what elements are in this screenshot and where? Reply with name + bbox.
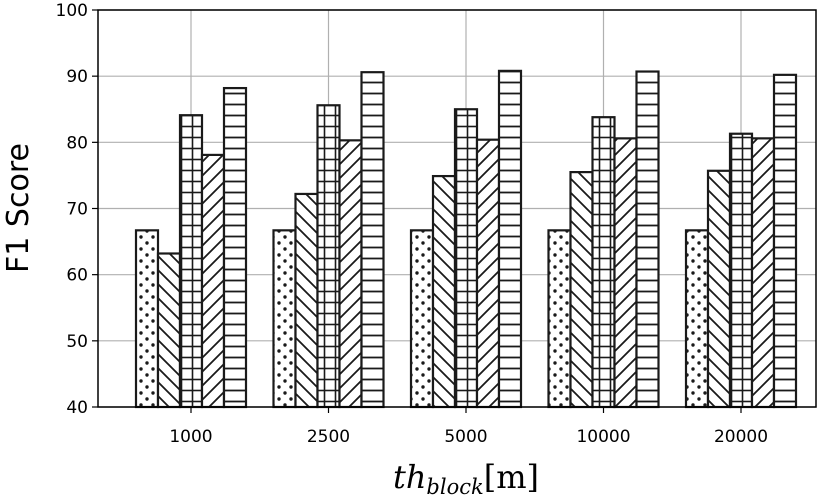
x-axis-label-main: th bbox=[393, 458, 426, 496]
bar-series-3-1000 bbox=[178, 114, 204, 409]
bar-series-3-2500 bbox=[316, 104, 341, 409]
x-axis: 1000 2500 5000 10000 20000 bbox=[169, 407, 768, 447]
y-tick-label: 100 bbox=[56, 1, 88, 21]
y-tick-label: 50 bbox=[66, 332, 88, 352]
y-tick-label: 40 bbox=[66, 398, 88, 418]
x-axis-label: thblock[m] bbox=[393, 458, 539, 498]
bar-series-4-1000 bbox=[200, 153, 226, 409]
bar-series-3-20000 bbox=[728, 132, 754, 409]
bar-series-2-5000 bbox=[431, 174, 457, 409]
y-tick-label: 70 bbox=[66, 200, 88, 220]
bar-series-4-10000 bbox=[613, 137, 638, 409]
bar-series-3-10000 bbox=[591, 116, 616, 409]
bar-series-5-1000 bbox=[222, 86, 248, 409]
bar-series-5-5000 bbox=[497, 69, 523, 409]
bar-series-2-10000 bbox=[569, 171, 594, 409]
bar-series-1-2500 bbox=[272, 229, 297, 409]
bars bbox=[134, 69, 798, 409]
bar-series-1-10000 bbox=[547, 229, 572, 409]
x-tick-label: 20000 bbox=[714, 427, 768, 447]
x-tick-label: 5000 bbox=[444, 427, 487, 447]
bar-series-1-5000 bbox=[409, 229, 435, 409]
y-tick-label: 60 bbox=[66, 266, 88, 286]
bar-series-4-2500 bbox=[338, 139, 363, 409]
bar-series-1-20000 bbox=[684, 229, 710, 409]
x-tick-label: 10000 bbox=[576, 427, 630, 447]
bar-series-2-20000 bbox=[706, 169, 732, 409]
x-tick-label: 2500 bbox=[307, 427, 350, 447]
bar-series-2-1000 bbox=[156, 252, 182, 409]
x-axis-label-unit: [m] bbox=[484, 458, 539, 496]
bar-series-1-1000 bbox=[134, 229, 160, 409]
bar-series-5-20000 bbox=[772, 73, 798, 409]
y-axis: 40 50 60 70 80 90 100 bbox=[56, 1, 98, 418]
bar-series-2-2500 bbox=[294, 192, 319, 409]
bar-series-4-5000 bbox=[475, 138, 501, 409]
bar-series-5-10000 bbox=[635, 70, 660, 409]
y-tick-label: 90 bbox=[66, 67, 88, 87]
y-axis-label: F1 Score bbox=[1, 143, 36, 273]
x-axis-label-subscript: block bbox=[426, 475, 483, 498]
bar-series-4-20000 bbox=[750, 137, 776, 409]
y-tick-label: 80 bbox=[66, 133, 88, 153]
bar-series-3-5000 bbox=[453, 108, 479, 409]
bar-series-5-2500 bbox=[360, 71, 385, 409]
x-tick-label: 1000 bbox=[169, 427, 212, 447]
